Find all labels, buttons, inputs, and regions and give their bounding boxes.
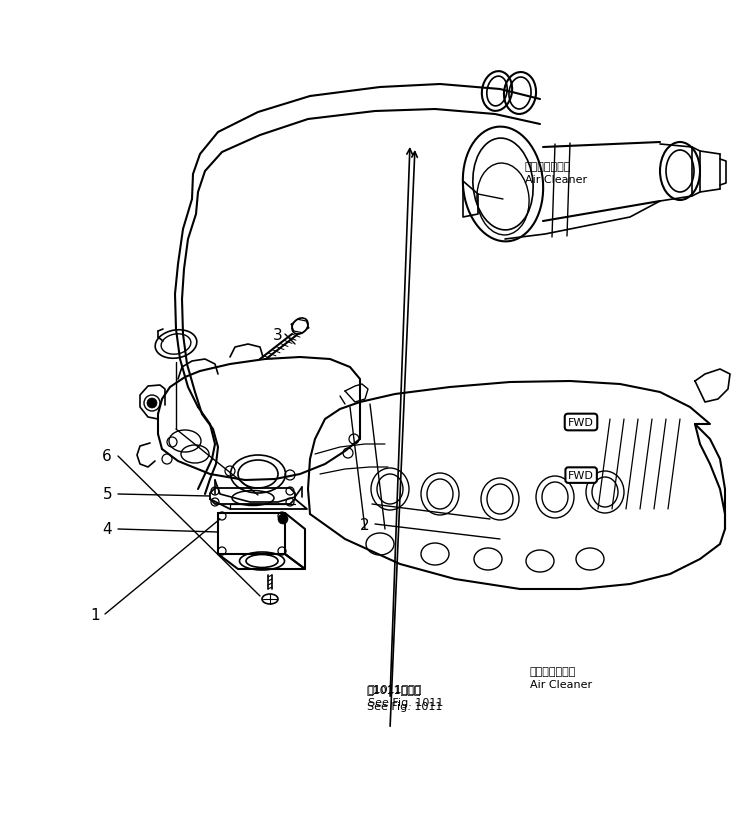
Text: See Fig. 1011: See Fig. 1011 [367, 701, 442, 711]
Circle shape [278, 514, 288, 524]
Text: エアークリーナ: エアークリーナ [525, 162, 572, 172]
Text: See Fig. 1011: See Fig. 1011 [368, 697, 444, 707]
Circle shape [147, 399, 157, 409]
Text: 3: 3 [273, 327, 283, 342]
Ellipse shape [262, 595, 278, 605]
Ellipse shape [292, 318, 308, 335]
Text: Air Cleaner: Air Cleaner [525, 174, 587, 184]
Text: Air Cleaner: Air Cleaner [530, 679, 592, 689]
Text: FWD: FWD [568, 418, 594, 428]
Text: エアークリーナ: エアークリーナ [530, 666, 576, 676]
Text: 5: 5 [102, 487, 112, 502]
Text: 1: 1 [91, 607, 100, 622]
Text: 4: 4 [102, 522, 112, 537]
Text: 第1011図参照: 第1011図参照 [368, 683, 423, 693]
Text: 2: 2 [360, 517, 370, 532]
Text: FWD: FWD [568, 471, 594, 480]
Text: 6: 6 [102, 449, 112, 464]
Text: 第1011図参照: 第1011図参照 [367, 684, 422, 694]
